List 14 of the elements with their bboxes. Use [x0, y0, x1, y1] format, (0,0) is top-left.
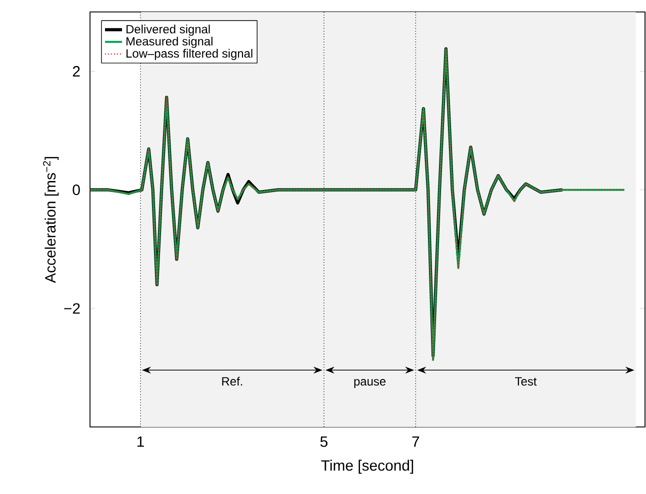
x-tick-label: 5	[320, 436, 328, 447]
band-label: Test	[515, 377, 537, 386]
legend-label: Delivered signal	[126, 24, 210, 36]
legend-label: Low–pass filtered signal	[126, 48, 252, 60]
y-tick-label: −2	[64, 303, 80, 314]
x-tick-label: 7	[412, 436, 420, 447]
y-tick-label: 0	[72, 184, 80, 196]
y-tick-label: 2	[72, 66, 80, 76]
band-label: pause	[354, 379, 386, 388]
legend-label: Measured signal	[126, 36, 212, 48]
x-axis-title: Time [second]	[321, 460, 414, 474]
y-axis-title: Acceleration [ms$^{−2}$]	[43, 157, 59, 283]
x-tick-label: 1	[137, 436, 144, 447]
band-label: Ref.	[222, 376, 242, 386]
